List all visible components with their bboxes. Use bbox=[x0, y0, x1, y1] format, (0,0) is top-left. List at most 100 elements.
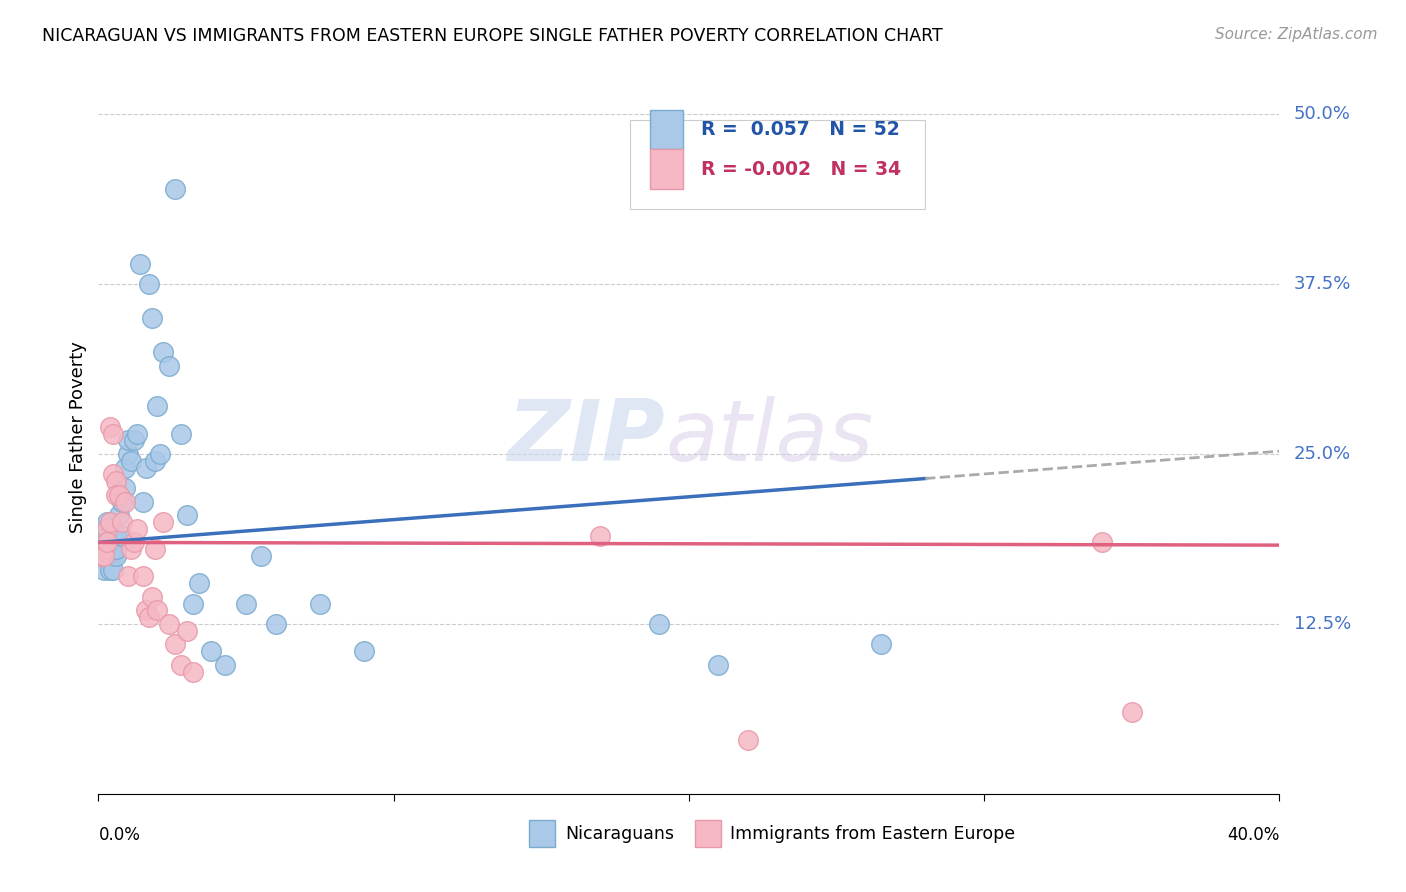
Point bbox=[128, 257, 150, 271]
Point bbox=[103, 426, 125, 441]
Point bbox=[181, 665, 204, 679]
Point bbox=[149, 447, 172, 461]
Point bbox=[103, 467, 125, 482]
Point bbox=[152, 345, 174, 359]
FancyBboxPatch shape bbox=[630, 120, 925, 209]
Text: 0.0%: 0.0% bbox=[98, 826, 141, 844]
Point bbox=[120, 454, 142, 468]
Bar bbox=[695, 821, 721, 847]
Point bbox=[96, 535, 118, 549]
Point bbox=[353, 644, 375, 658]
Point bbox=[98, 563, 121, 577]
Text: 25.0%: 25.0% bbox=[1294, 445, 1351, 463]
Text: 37.5%: 37.5% bbox=[1294, 275, 1351, 293]
Point bbox=[176, 624, 198, 638]
Point bbox=[93, 542, 115, 557]
Point bbox=[98, 515, 121, 529]
Point bbox=[122, 434, 145, 448]
Point bbox=[93, 563, 115, 577]
Point bbox=[141, 590, 163, 604]
Point bbox=[170, 426, 193, 441]
Text: 50.0%: 50.0% bbox=[1294, 105, 1351, 123]
Point bbox=[135, 460, 157, 475]
Text: atlas: atlas bbox=[665, 395, 873, 479]
Point bbox=[117, 447, 139, 461]
Point bbox=[165, 182, 187, 196]
Point bbox=[157, 617, 180, 632]
Text: NICARAGUAN VS IMMIGRANTS FROM EASTERN EUROPE SINGLE FATHER POVERTY CORRELATION C: NICARAGUAN VS IMMIGRANTS FROM EASTERN EU… bbox=[42, 27, 943, 45]
Text: Nicaraguans: Nicaraguans bbox=[565, 825, 673, 843]
Point bbox=[93, 549, 115, 563]
Point bbox=[143, 454, 166, 468]
Point bbox=[96, 515, 118, 529]
Point bbox=[96, 522, 118, 536]
Point bbox=[108, 488, 131, 502]
Point bbox=[96, 535, 118, 549]
Point bbox=[105, 528, 128, 542]
Point bbox=[707, 657, 730, 672]
Point bbox=[103, 563, 125, 577]
Point bbox=[108, 508, 131, 523]
Point bbox=[90, 549, 112, 563]
Point bbox=[105, 549, 128, 563]
Point bbox=[138, 610, 160, 624]
Point bbox=[120, 542, 142, 557]
Point bbox=[105, 488, 128, 502]
Point bbox=[96, 522, 118, 536]
Point bbox=[870, 637, 893, 651]
Point bbox=[132, 569, 155, 583]
Point bbox=[98, 420, 121, 434]
Point bbox=[214, 657, 236, 672]
Text: R = -0.002   N = 34: R = -0.002 N = 34 bbox=[700, 160, 901, 178]
Text: 40.0%: 40.0% bbox=[1227, 826, 1279, 844]
Point bbox=[114, 460, 136, 475]
Point bbox=[98, 549, 121, 563]
Text: Source: ZipAtlas.com: Source: ZipAtlas.com bbox=[1215, 27, 1378, 42]
Point bbox=[93, 522, 115, 536]
Point bbox=[138, 277, 160, 292]
Point bbox=[235, 597, 257, 611]
Point bbox=[589, 528, 612, 542]
Point bbox=[737, 732, 759, 747]
Point bbox=[648, 617, 671, 632]
Text: Immigrants from Eastern Europe: Immigrants from Eastern Europe bbox=[730, 825, 1015, 843]
Bar bbox=[530, 821, 555, 847]
Point bbox=[90, 535, 112, 549]
Point bbox=[250, 549, 273, 563]
Bar bbox=[650, 150, 683, 189]
Point bbox=[111, 494, 134, 508]
Point bbox=[1091, 535, 1114, 549]
Point bbox=[264, 617, 287, 632]
Point bbox=[170, 657, 193, 672]
Point bbox=[146, 603, 169, 617]
Point bbox=[181, 597, 204, 611]
Point bbox=[125, 426, 148, 441]
Point bbox=[105, 475, 128, 489]
Point bbox=[1121, 706, 1143, 720]
Point bbox=[90, 549, 112, 563]
Point bbox=[187, 576, 209, 591]
Point bbox=[135, 603, 157, 617]
Point bbox=[200, 644, 222, 658]
Point bbox=[125, 522, 148, 536]
Point bbox=[122, 535, 145, 549]
Point bbox=[105, 542, 128, 557]
Point bbox=[146, 400, 169, 414]
Point bbox=[152, 515, 174, 529]
Point bbox=[132, 494, 155, 508]
Bar bbox=[650, 110, 683, 149]
Point bbox=[108, 488, 131, 502]
Point bbox=[114, 494, 136, 508]
Point bbox=[176, 508, 198, 523]
Point bbox=[143, 542, 166, 557]
Point bbox=[117, 434, 139, 448]
Point bbox=[111, 528, 134, 542]
Point bbox=[103, 528, 125, 542]
Point bbox=[141, 311, 163, 326]
Point bbox=[309, 597, 332, 611]
Point bbox=[157, 359, 180, 373]
Y-axis label: Single Father Poverty: Single Father Poverty bbox=[69, 341, 87, 533]
Point bbox=[111, 515, 134, 529]
Point bbox=[98, 535, 121, 549]
Point bbox=[117, 569, 139, 583]
